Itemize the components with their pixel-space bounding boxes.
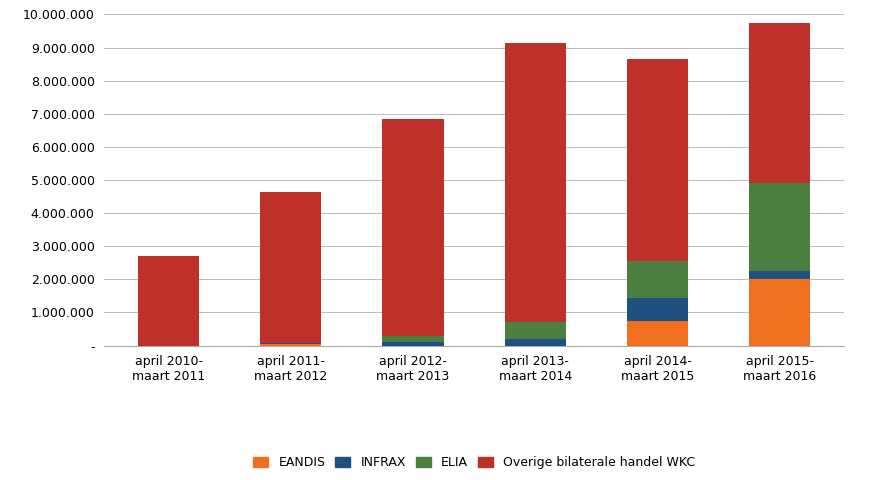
Bar (260, 344, 321, 346)
Bar (260, 192, 321, 343)
Bar (382, 336, 443, 342)
Bar (748, 279, 809, 346)
Bar (504, 339, 565, 346)
Bar (748, 271, 809, 279)
Bar (627, 298, 687, 321)
Bar (748, 183, 809, 271)
Bar (627, 321, 687, 346)
Bar (382, 119, 443, 336)
Bar (504, 323, 565, 339)
Bar (627, 261, 687, 298)
Bar (627, 59, 687, 261)
Bar (138, 256, 199, 346)
Bar (382, 342, 443, 346)
Bar (504, 43, 565, 323)
Bar (260, 343, 321, 344)
Legend: EANDIS, INFRAX, ELIA, Overige bilaterale handel WKC: EANDIS, INFRAX, ELIA, Overige bilaterale… (248, 451, 700, 474)
Bar (748, 23, 809, 183)
